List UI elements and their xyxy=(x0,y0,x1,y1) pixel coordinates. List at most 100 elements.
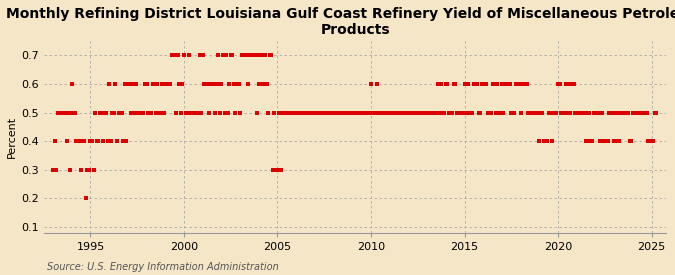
Point xyxy=(493,110,504,115)
Point xyxy=(546,139,557,143)
Point xyxy=(545,110,556,115)
Point xyxy=(554,82,565,86)
Point xyxy=(261,82,272,86)
Point xyxy=(630,110,641,115)
Point xyxy=(587,139,598,143)
Point xyxy=(406,110,417,115)
Point xyxy=(199,82,210,86)
Point xyxy=(583,139,593,143)
Point xyxy=(427,110,437,115)
Point xyxy=(629,110,640,115)
Point xyxy=(163,82,173,86)
Point xyxy=(470,82,481,86)
Point xyxy=(553,82,564,86)
Point xyxy=(529,110,540,115)
Point xyxy=(221,53,232,57)
Point xyxy=(57,110,68,115)
Point xyxy=(523,110,534,115)
Point xyxy=(88,167,99,172)
Point xyxy=(548,110,559,115)
Point xyxy=(649,110,660,115)
Point xyxy=(152,82,163,86)
Point xyxy=(233,82,244,86)
Point xyxy=(308,110,319,115)
Point xyxy=(409,110,420,115)
Point xyxy=(174,82,185,86)
Point xyxy=(614,139,624,143)
Point xyxy=(414,110,425,115)
Point xyxy=(640,110,651,115)
Point xyxy=(584,110,595,115)
Point xyxy=(180,110,191,115)
Point xyxy=(397,110,408,115)
Point xyxy=(467,110,478,115)
Point xyxy=(556,110,566,115)
Point xyxy=(71,139,82,143)
Point xyxy=(101,110,111,115)
Point xyxy=(314,110,325,115)
Point xyxy=(503,82,514,86)
Point xyxy=(272,167,283,172)
Point xyxy=(585,139,596,143)
Y-axis label: Percent: Percent xyxy=(7,116,17,158)
Point xyxy=(99,110,110,115)
Point xyxy=(159,110,169,115)
Point xyxy=(542,139,553,143)
Point xyxy=(317,110,328,115)
Point xyxy=(518,82,529,86)
Point xyxy=(336,110,347,115)
Point xyxy=(454,110,465,115)
Point xyxy=(82,167,92,172)
Point xyxy=(354,110,365,115)
Point xyxy=(531,110,541,115)
Point xyxy=(325,110,336,115)
Point xyxy=(222,110,233,115)
Point xyxy=(589,110,599,115)
Point xyxy=(442,82,453,86)
Point xyxy=(138,110,149,115)
Point xyxy=(562,110,573,115)
Point xyxy=(196,110,207,115)
Point xyxy=(568,82,579,86)
Point xyxy=(369,110,379,115)
Point xyxy=(502,82,512,86)
Point xyxy=(278,110,289,115)
Point xyxy=(375,110,385,115)
Point xyxy=(86,139,97,143)
Point xyxy=(110,82,121,86)
Point xyxy=(60,110,71,115)
Point xyxy=(540,139,551,143)
Point xyxy=(651,110,661,115)
Point xyxy=(79,139,90,143)
Point xyxy=(74,139,85,143)
Point xyxy=(353,110,364,115)
Point xyxy=(551,110,562,115)
Point xyxy=(132,110,142,115)
Point xyxy=(623,110,634,115)
Point xyxy=(510,82,521,86)
Point xyxy=(389,110,400,115)
Point xyxy=(155,110,166,115)
Point xyxy=(478,82,489,86)
Point xyxy=(339,110,350,115)
Point xyxy=(416,110,427,115)
Point xyxy=(202,82,213,86)
Point xyxy=(124,82,135,86)
Point xyxy=(595,139,605,143)
Point xyxy=(121,139,132,143)
Point xyxy=(216,82,227,86)
Point xyxy=(330,110,341,115)
Point xyxy=(448,82,459,86)
Point xyxy=(184,53,194,57)
Point xyxy=(371,110,381,115)
Point xyxy=(96,110,107,115)
Point xyxy=(608,110,618,115)
Point xyxy=(394,110,404,115)
Point xyxy=(107,110,117,115)
Point xyxy=(431,110,442,115)
Point xyxy=(116,110,127,115)
Point xyxy=(628,110,639,115)
Point xyxy=(452,110,462,115)
Point xyxy=(313,110,323,115)
Point xyxy=(559,110,570,115)
